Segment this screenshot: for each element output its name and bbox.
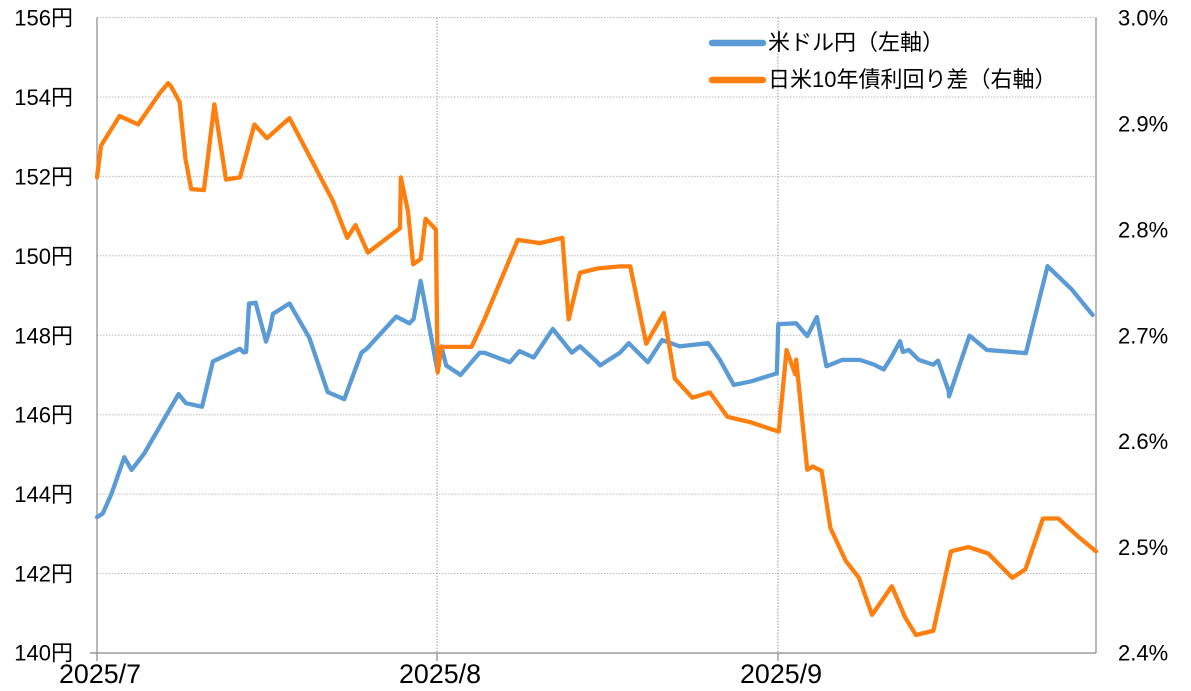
svg-text:150円: 150円: [14, 244, 73, 269]
svg-text:154円: 154円: [14, 85, 73, 110]
svg-text:日米10年債利回り差（右軸）: 日米10年債利回り差（右軸）: [768, 67, 1056, 92]
svg-text:142円: 142円: [14, 562, 73, 587]
svg-text:146円: 146円: [14, 403, 73, 428]
svg-text:2.4%: 2.4%: [1118, 641, 1168, 666]
svg-text:144円: 144円: [14, 482, 73, 507]
svg-text:2.8%: 2.8%: [1118, 217, 1168, 242]
svg-text:148円: 148円: [14, 323, 73, 348]
svg-text:2.5%: 2.5%: [1118, 535, 1168, 560]
svg-text:2.6%: 2.6%: [1118, 429, 1168, 454]
svg-text:156円: 156円: [14, 6, 73, 31]
svg-text:3.0%: 3.0%: [1118, 6, 1168, 31]
svg-text:2025/7: 2025/7: [59, 659, 141, 689]
svg-text:米ドル円（左軸）: 米ドル円（左軸）: [768, 30, 944, 55]
svg-text:152円: 152円: [14, 164, 73, 189]
svg-text:2.7%: 2.7%: [1118, 323, 1168, 348]
svg-text:2.9%: 2.9%: [1118, 111, 1168, 136]
svg-text:2025/8: 2025/8: [399, 659, 481, 689]
svg-text:2025/9: 2025/9: [740, 659, 822, 689]
